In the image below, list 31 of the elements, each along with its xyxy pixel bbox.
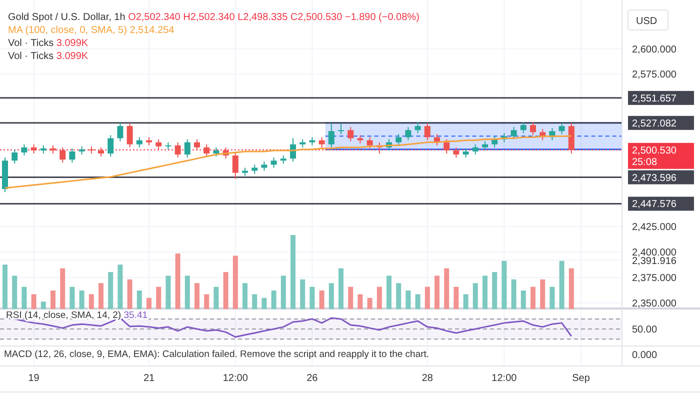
annotation: 35.41	[124, 310, 148, 321]
annotation: Vol · Ticks 3.099K	[8, 38, 88, 49]
text: 0.000	[632, 350, 658, 361]
x-tick-label: 21	[143, 373, 155, 384]
text: Gold Spot / U.S. Dollar, 1h	[8, 12, 126, 23]
annotation: Vol · Ticks 3.099K	[8, 51, 88, 62]
text: 50.00	[632, 324, 658, 336]
y-tick-label: 2,350.000	[632, 298, 677, 310]
text: 25:08	[632, 156, 658, 168]
annotation: O2,502.340 H2,502.340 L2,498.335 C2,500.530 −1.890 (−0.08%)	[128, 12, 420, 23]
ref-line-label: 2,551.657	[632, 93, 677, 104]
x-tick-label: 19	[28, 373, 40, 384]
text: MA (100, close, 0, SMA, 5)	[8, 25, 127, 36]
chart-title: RSI (14, close, SMA, 14, 2)	[6, 310, 122, 321]
y-tick-label: 2,425.000	[632, 222, 677, 234]
y-axis-title: USD	[636, 16, 658, 27]
ref-line-label: 2,527.082	[632, 118, 677, 130]
text: MACD (12, 26, close, 9, EMA, EMA): Calculation failed. Remove the script and reapply it to the chart.	[4, 349, 430, 360]
ref-line-label: 2,447.576	[632, 199, 677, 210]
y-tick-label: 2,575.000	[632, 70, 677, 81]
x-tick-label: 26	[306, 373, 318, 384]
y-tick-label: 2,375.000	[632, 273, 677, 284]
ref-line-label: 2,500.530	[632, 145, 677, 156]
x-tick-label: 28	[422, 373, 434, 384]
x-tick-label: Sep	[572, 373, 590, 384]
y-tick-label: 2,391.916	[632, 256, 677, 267]
x-tick-label: 12:00	[492, 373, 518, 384]
annotation: 2,514.254	[130, 25, 175, 36]
ref-line-label: 2,473.596	[632, 172, 677, 184]
x-tick-label: 12:00	[222, 373, 248, 384]
y-tick-label: 2,600.000	[632, 44, 677, 56]
